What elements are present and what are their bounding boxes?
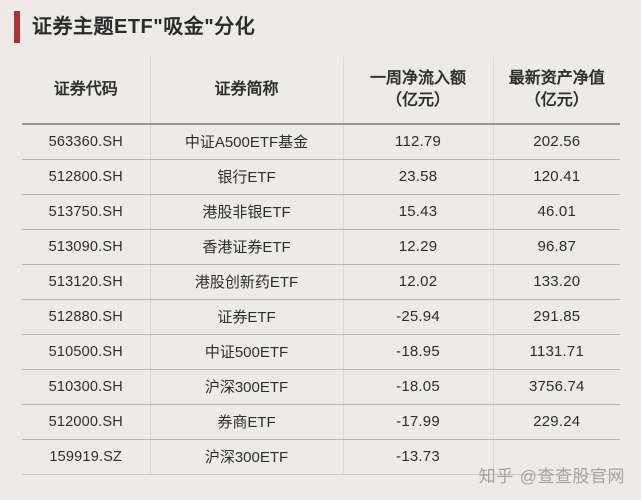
cell-code: 510500.SH xyxy=(22,334,151,370)
cell-netflow: -18.95 xyxy=(342,334,494,370)
cell-code: 159919.SZ xyxy=(22,439,151,475)
title-accent-bar xyxy=(14,11,20,43)
cell-code: 513120.SH xyxy=(22,264,151,300)
column-header-code[interactable]: 证券代码 xyxy=(22,57,151,125)
page-title-row: 证券主题ETF"吸金"分化 xyxy=(0,10,255,44)
cell-code: 512800.SH xyxy=(22,159,151,195)
table-row[interactable]: 159919.SZ 沪深300ETF -13.73 xyxy=(22,439,620,475)
cell-name: 沪深300ETF xyxy=(149,439,344,475)
column-header-nav-unit: （亿元） xyxy=(524,92,589,109)
column-header-nav-label: 最新资产净值 xyxy=(508,70,605,88)
cell-netflow: 112.79 xyxy=(342,124,494,160)
table-row[interactable]: 513090.SH 香港证券ETF 12.29 96.87 xyxy=(22,229,620,265)
cell-code: 512000.SH xyxy=(22,404,151,440)
cell-code: 513750.SH xyxy=(22,194,151,230)
page-title: 证券主题ETF"吸金"分化 xyxy=(32,16,256,38)
cell-name: 港股非银ETF xyxy=(149,194,344,230)
cell-nav: 96.87 xyxy=(492,229,620,265)
cell-name: 银行ETF xyxy=(149,159,344,195)
cell-name: 证券ETF xyxy=(149,299,344,335)
table-row[interactable]: 512880.SH 证券ETF -25.94 291.85 xyxy=(22,299,620,335)
cell-nav: 229.24 xyxy=(492,404,620,440)
cell-code: 563360.SH xyxy=(22,124,151,160)
cell-nav: 3756.74 xyxy=(492,369,620,405)
table-row[interactable]: 513120.SH 港股创新药ETF 12.02 133.20 xyxy=(22,264,620,300)
cell-code: 513090.SH xyxy=(22,229,151,265)
cell-name: 券商ETF xyxy=(149,404,344,440)
table-row[interactable]: 563360.SH 中证A500ETF基金 112.79 202.56 xyxy=(22,124,620,160)
etf-table-container: 证券代码 证券简称 一周净流入额 （亿元） 最新资产净值 （亿元） xyxy=(22,57,620,475)
table-header-row: 证券代码 证券简称 一周净流入额 （亿元） 最新资产净值 （亿元） xyxy=(22,57,620,125)
column-header-name[interactable]: 证券简称 xyxy=(149,57,344,125)
cell-name: 沪深300ETF xyxy=(149,369,344,405)
cell-nav: 133.20 xyxy=(492,264,620,300)
cell-name: 香港证券ETF xyxy=(149,229,344,265)
cell-name: 中证A500ETF基金 xyxy=(149,124,344,160)
cell-netflow: -17.99 xyxy=(342,404,494,440)
table-header: 证券代码 证券简称 一周净流入额 （亿元） 最新资产净值 （亿元） xyxy=(22,57,620,125)
cell-netflow: -18.05 xyxy=(342,369,494,405)
cell-nav: 120.41 xyxy=(492,159,620,195)
column-header-netflow[interactable]: 一周净流入额 （亿元） xyxy=(342,57,494,125)
cell-name: 中证500ETF xyxy=(149,334,344,370)
cell-nav: 1131.71 xyxy=(492,334,620,370)
cell-nav xyxy=(492,439,620,475)
cell-name: 港股创新药ETF xyxy=(149,264,344,300)
table-row[interactable]: 510500.SH 中证500ETF -18.95 1131.71 xyxy=(22,334,620,370)
table-row[interactable]: 512800.SH 银行ETF 23.58 120.41 xyxy=(22,159,620,195)
cell-nav: 46.01 xyxy=(492,194,620,230)
column-header-code-label: 证券代码 xyxy=(53,81,118,99)
column-header-netflow-label: 一周净流入额 xyxy=(369,70,466,88)
cell-netflow: 23.58 xyxy=(342,159,494,195)
column-header-netflow-unit: （亿元） xyxy=(385,92,450,109)
table-row[interactable]: 512000.SH 券商ETF -17.99 229.24 xyxy=(22,404,620,440)
table-body: 563360.SH 中证A500ETF基金 112.79 202.56 5128… xyxy=(22,124,620,475)
table-row[interactable]: 510300.SH 沪深300ETF -18.05 3756.74 xyxy=(22,369,620,405)
cell-netflow: -25.94 xyxy=(342,299,494,335)
cell-code: 512880.SH xyxy=(22,299,151,335)
etf-table: 证券代码 证券简称 一周净流入额 （亿元） 最新资产净值 （亿元） xyxy=(22,57,620,475)
column-header-nav[interactable]: 最新资产净值 （亿元） xyxy=(492,57,620,125)
column-header-name-label: 证券简称 xyxy=(214,81,279,99)
cell-nav: 202.56 xyxy=(492,124,620,160)
cell-netflow: -13.73 xyxy=(342,439,494,475)
cell-netflow: 15.43 xyxy=(342,194,494,230)
cell-code: 510300.SH xyxy=(22,369,151,405)
cell-netflow: 12.29 xyxy=(342,229,494,265)
cell-nav: 291.85 xyxy=(492,299,620,335)
cell-netflow: 12.02 xyxy=(342,264,494,300)
table-row[interactable]: 513750.SH 港股非银ETF 15.43 46.01 xyxy=(22,194,620,230)
